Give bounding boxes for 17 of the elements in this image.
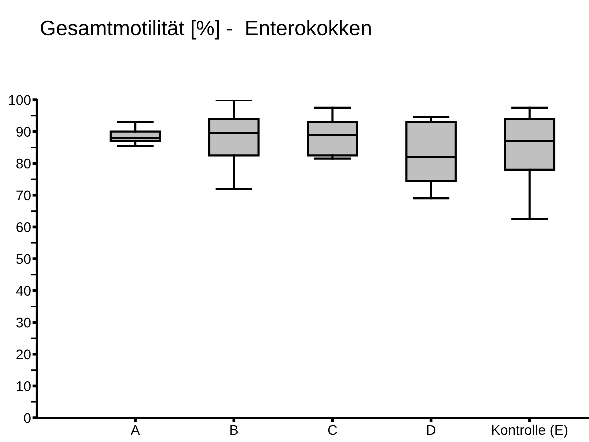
y-tick-label: 90 xyxy=(16,127,31,137)
y-tick-label: 100 xyxy=(9,95,31,106)
x-tick-label: Kontrolle (E) xyxy=(492,424,568,438)
x-tick-label: D xyxy=(427,425,436,436)
y-tick-label: 80 xyxy=(16,158,31,169)
x-tick-label: B xyxy=(230,425,238,436)
y-tick-label: 50 xyxy=(16,254,31,264)
y-tick-label: 0 xyxy=(24,413,31,424)
y-tick-label: 30 xyxy=(16,318,31,328)
y-tick-label: 20 xyxy=(16,350,31,360)
y-tick-label: 70 xyxy=(16,190,31,201)
x-tick-label: A xyxy=(130,425,140,436)
y-tick-label: 40 xyxy=(16,286,31,296)
x-tick-label: C xyxy=(328,425,338,436)
y-tick-label: 10 xyxy=(17,382,31,392)
y-tick-label: 60 xyxy=(16,222,31,232)
chart-title: Gesamtmotilität [%] - Enterokokken xyxy=(41,20,371,40)
